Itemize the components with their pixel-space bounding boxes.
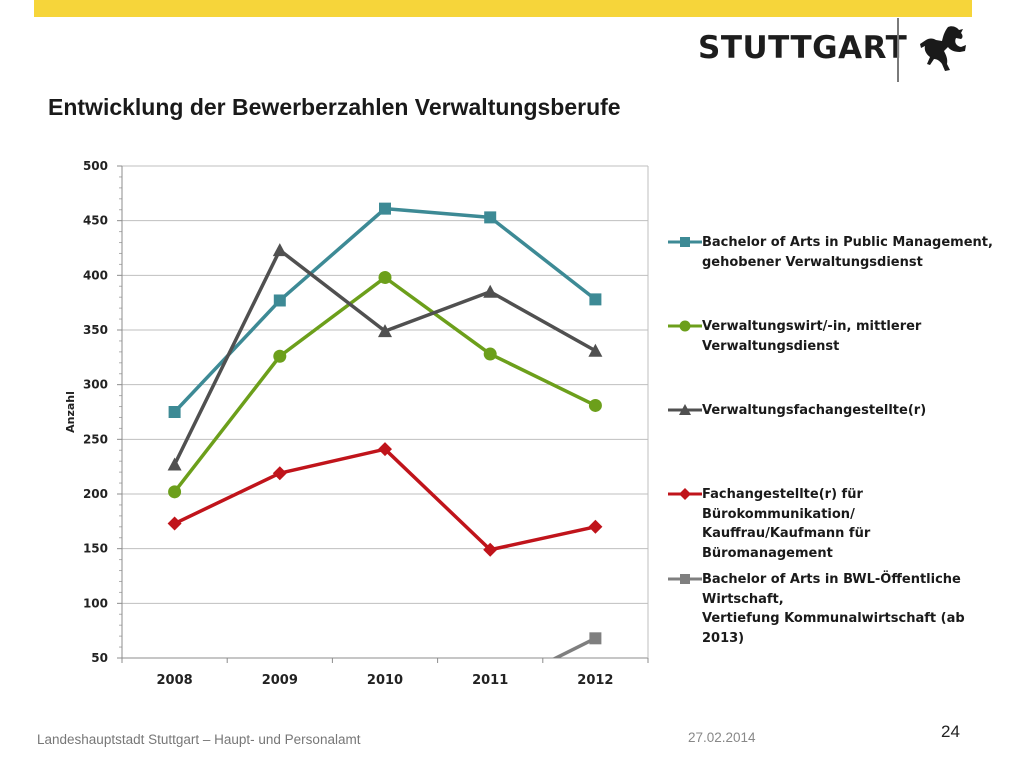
data-point bbox=[378, 324, 392, 338]
legend-label: Bachelor of Arts in BWL-Öffentliche Wirt… bbox=[702, 572, 965, 646]
legend-label: Verwaltungsfachangestellte(r) bbox=[702, 403, 927, 418]
x-tick-label: 2010 bbox=[367, 673, 403, 688]
series-line bbox=[173, 447, 596, 552]
legend-marker bbox=[668, 320, 702, 332]
data-point bbox=[483, 347, 497, 361]
y-tick-label: 350 bbox=[83, 323, 108, 337]
y-tick-label: 50 bbox=[91, 651, 108, 665]
page-number: 24 bbox=[941, 722, 960, 741]
data-point bbox=[483, 284, 498, 298]
x-tick-label: 2011 bbox=[472, 673, 508, 688]
data-point bbox=[168, 485, 182, 499]
data-point bbox=[378, 271, 392, 285]
y-tick-label: 450 bbox=[83, 214, 108, 228]
data-point bbox=[379, 202, 391, 215]
series-3 bbox=[167, 243, 603, 471]
y-tick-label: 500 bbox=[83, 159, 108, 173]
data-point bbox=[378, 442, 392, 457]
series-4 bbox=[167, 442, 603, 557]
legend-marker bbox=[668, 404, 702, 415]
data-point bbox=[272, 243, 287, 257]
y-tick-label: 250 bbox=[83, 432, 108, 446]
series-line bbox=[173, 206, 597, 414]
data-point bbox=[273, 349, 287, 363]
y-tick-label: 300 bbox=[83, 378, 108, 392]
data-point bbox=[168, 406, 181, 418]
data-point bbox=[589, 293, 602, 306]
x-tick-label: 2012 bbox=[577, 673, 613, 688]
y-tick-label: 150 bbox=[83, 542, 108, 556]
footer-date: 27.02.2014 bbox=[688, 730, 756, 745]
legend-marker bbox=[668, 488, 702, 500]
data-point bbox=[588, 343, 603, 357]
footer-organization: Landeshauptstadt Stuttgart – Haupt- und … bbox=[37, 732, 361, 747]
data-point bbox=[167, 457, 182, 471]
data-point bbox=[484, 211, 497, 224]
legend-marker bbox=[668, 237, 702, 247]
legend-label: Fachangestellte(r) für Bürokommunikation… bbox=[702, 487, 871, 561]
x-tick-label: 2009 bbox=[262, 673, 298, 688]
series-1 bbox=[168, 202, 602, 418]
data-point bbox=[272, 466, 287, 481]
y-tick-label: 100 bbox=[83, 596, 108, 610]
stuttgart-logo-text: STUTTGART bbox=[698, 30, 908, 66]
data-point bbox=[588, 398, 602, 412]
legend-label: Verwaltungswirt/-in, mittlerer Verwaltun… bbox=[702, 319, 922, 354]
legend-marker bbox=[668, 574, 702, 584]
x-tick-label: 2008 bbox=[157, 673, 193, 688]
logo-divider bbox=[897, 18, 899, 82]
data-point bbox=[588, 519, 603, 534]
series-5 bbox=[552, 632, 602, 658]
series-2 bbox=[168, 271, 602, 499]
y-axis-label: Anzahl bbox=[64, 391, 77, 433]
data-point bbox=[483, 542, 498, 557]
data-point bbox=[589, 632, 602, 645]
page-title: Entwicklung der Bewerberzahlen Verwaltun… bbox=[48, 94, 621, 120]
data-point bbox=[273, 294, 286, 307]
horse-icon bbox=[920, 26, 966, 71]
legend-label: Bachelor of Arts in Public Management, g… bbox=[702, 235, 993, 270]
y-tick-label: 200 bbox=[83, 487, 108, 501]
series-line bbox=[552, 636, 597, 658]
data-point bbox=[167, 516, 182, 531]
y-tick-label: 400 bbox=[83, 268, 108, 282]
brand-top-bar bbox=[34, 0, 972, 17]
